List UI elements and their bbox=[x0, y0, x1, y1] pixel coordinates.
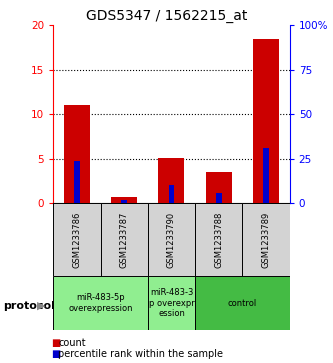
Text: GSM1233787: GSM1233787 bbox=[120, 211, 129, 268]
Text: GSM1233788: GSM1233788 bbox=[214, 211, 223, 268]
Bar bbox=[242, 203, 290, 276]
Bar bbox=[121, 200, 127, 203]
Bar bbox=[101, 203, 148, 276]
Bar bbox=[53, 276, 148, 330]
Bar bbox=[159, 158, 184, 203]
Text: ■: ■ bbox=[52, 349, 61, 359]
Bar bbox=[74, 160, 80, 203]
Text: miR-483-3
p overexpr
ession: miR-483-3 p overexpr ession bbox=[149, 288, 194, 318]
Text: percentile rank within the sample: percentile rank within the sample bbox=[58, 349, 223, 359]
Bar bbox=[195, 203, 242, 276]
Text: GSM1233789: GSM1233789 bbox=[261, 212, 271, 268]
Bar bbox=[148, 203, 195, 276]
Bar bbox=[148, 276, 195, 330]
Bar bbox=[111, 197, 137, 203]
Text: GDS5347 / 1562215_at: GDS5347 / 1562215_at bbox=[86, 9, 247, 23]
Bar bbox=[206, 172, 232, 203]
Bar bbox=[64, 105, 90, 203]
Text: ▶: ▶ bbox=[37, 301, 46, 311]
Text: GSM1233786: GSM1233786 bbox=[72, 211, 82, 268]
Bar bbox=[216, 193, 222, 203]
Bar bbox=[168, 185, 174, 203]
Text: GSM1233790: GSM1233790 bbox=[167, 212, 176, 268]
Text: ■: ■ bbox=[52, 338, 61, 348]
Text: protocol: protocol bbox=[3, 301, 55, 311]
Text: control: control bbox=[228, 299, 257, 307]
Text: miR-483-5p
overexpression: miR-483-5p overexpression bbox=[68, 293, 133, 313]
Bar bbox=[263, 148, 269, 203]
Bar bbox=[53, 203, 101, 276]
Bar bbox=[253, 39, 279, 203]
Bar bbox=[195, 276, 290, 330]
Text: count: count bbox=[58, 338, 86, 348]
